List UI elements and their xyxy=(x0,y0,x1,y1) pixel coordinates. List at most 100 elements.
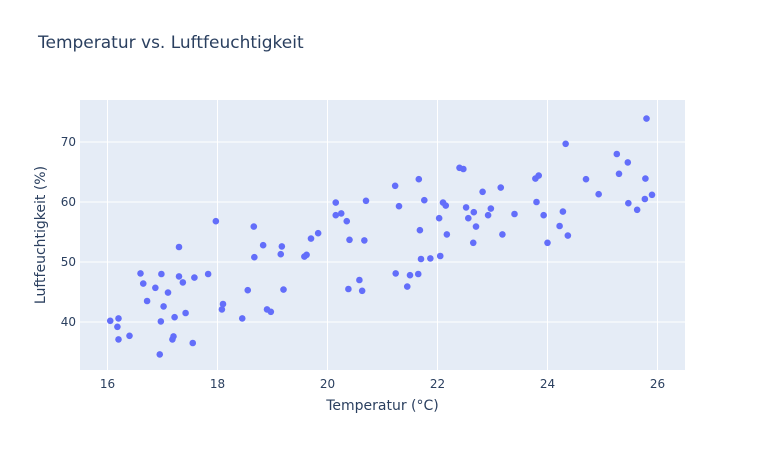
data-point xyxy=(204,270,212,278)
data-point xyxy=(158,270,165,278)
data-point xyxy=(170,333,177,340)
data-point xyxy=(356,276,363,284)
data-point xyxy=(218,306,226,313)
data-point xyxy=(642,175,649,182)
data-point xyxy=(487,205,495,212)
data-point xyxy=(115,315,122,322)
data-point xyxy=(436,252,444,260)
y-tick-label: 50 xyxy=(61,255,76,269)
data-point xyxy=(497,184,505,191)
data-point xyxy=(114,323,121,331)
data-point xyxy=(395,202,403,210)
data-point xyxy=(643,115,650,122)
data-point xyxy=(470,208,478,216)
data-point xyxy=(361,237,368,244)
x-tick-label: 18 xyxy=(210,377,225,391)
y-axis-title: Luftfeuchtigkeit (%) xyxy=(33,166,49,304)
data-point xyxy=(582,175,590,183)
data-point xyxy=(415,175,423,183)
data-point xyxy=(443,231,451,238)
data-point xyxy=(332,199,340,206)
data-point xyxy=(175,243,183,251)
data-point xyxy=(267,308,275,316)
data-point xyxy=(171,313,178,321)
data-point xyxy=(278,243,286,250)
data-point xyxy=(417,255,425,263)
data-point xyxy=(137,270,144,277)
data-point xyxy=(152,284,159,292)
plot-area xyxy=(80,100,685,370)
data-point xyxy=(648,191,656,199)
data-point xyxy=(544,239,551,247)
data-point xyxy=(633,206,641,214)
data-point xyxy=(556,222,563,230)
y-tick-label: 60 xyxy=(61,195,76,209)
tick-labels: 16 18 20 22 24 26 40 50 60 70 xyxy=(61,135,665,391)
data-point xyxy=(238,315,246,322)
data-point xyxy=(613,150,621,158)
x-tick-label: 22 xyxy=(430,377,445,391)
data-point xyxy=(346,236,353,244)
data-point xyxy=(362,197,370,205)
data-point xyxy=(250,223,258,230)
x-axis-title: Temperatur (°C) xyxy=(325,398,439,414)
data-point xyxy=(175,273,183,280)
data-point xyxy=(533,198,540,206)
data-point xyxy=(421,196,428,204)
x-tick-label: 20 xyxy=(320,377,335,391)
data-point xyxy=(641,195,649,203)
data-point xyxy=(244,286,252,294)
data-point xyxy=(472,223,480,230)
data-point xyxy=(392,270,400,277)
data-point xyxy=(179,279,187,286)
data-point xyxy=(391,182,399,190)
data-point xyxy=(303,251,310,259)
data-point xyxy=(460,165,467,173)
data-point xyxy=(511,210,518,218)
data-point xyxy=(314,229,322,237)
data-point xyxy=(345,285,352,293)
data-point xyxy=(462,204,470,211)
data-point xyxy=(595,190,602,198)
data-point xyxy=(337,210,345,217)
data-point xyxy=(559,208,567,215)
y-tick-label: 70 xyxy=(61,135,76,149)
data-point xyxy=(160,303,167,310)
data-point xyxy=(484,211,492,219)
data-point xyxy=(469,239,477,247)
data-point xyxy=(280,286,287,293)
data-point xyxy=(615,170,623,178)
gridlines xyxy=(80,100,685,370)
data-point xyxy=(625,199,632,207)
data-point xyxy=(358,287,366,295)
data-point xyxy=(562,140,569,148)
data-point xyxy=(139,280,147,287)
x-tick-label: 16 xyxy=(100,377,115,391)
data-point xyxy=(219,300,227,308)
data-point xyxy=(259,241,267,249)
data-point xyxy=(564,232,572,239)
data-point xyxy=(307,235,315,242)
data-point xyxy=(535,172,542,179)
data-point xyxy=(414,270,422,278)
data-point xyxy=(143,297,151,305)
y-tick-label: 40 xyxy=(61,315,76,329)
data-point xyxy=(115,336,122,343)
data-point xyxy=(479,188,486,196)
data-point xyxy=(191,274,198,281)
data-point xyxy=(126,332,133,340)
data-point xyxy=(277,250,285,258)
data-point xyxy=(416,226,424,234)
data-point xyxy=(624,159,632,166)
data-point xyxy=(465,214,472,222)
chart-title: Temperatur vs. Luftfeuchtigkeit xyxy=(38,33,304,53)
data-point xyxy=(189,339,197,347)
data-point xyxy=(442,202,450,209)
data-point xyxy=(157,318,165,325)
data-point xyxy=(343,217,351,225)
data-point xyxy=(251,253,258,261)
data-points xyxy=(106,115,656,358)
data-point xyxy=(212,217,220,225)
data-point xyxy=(106,317,114,325)
